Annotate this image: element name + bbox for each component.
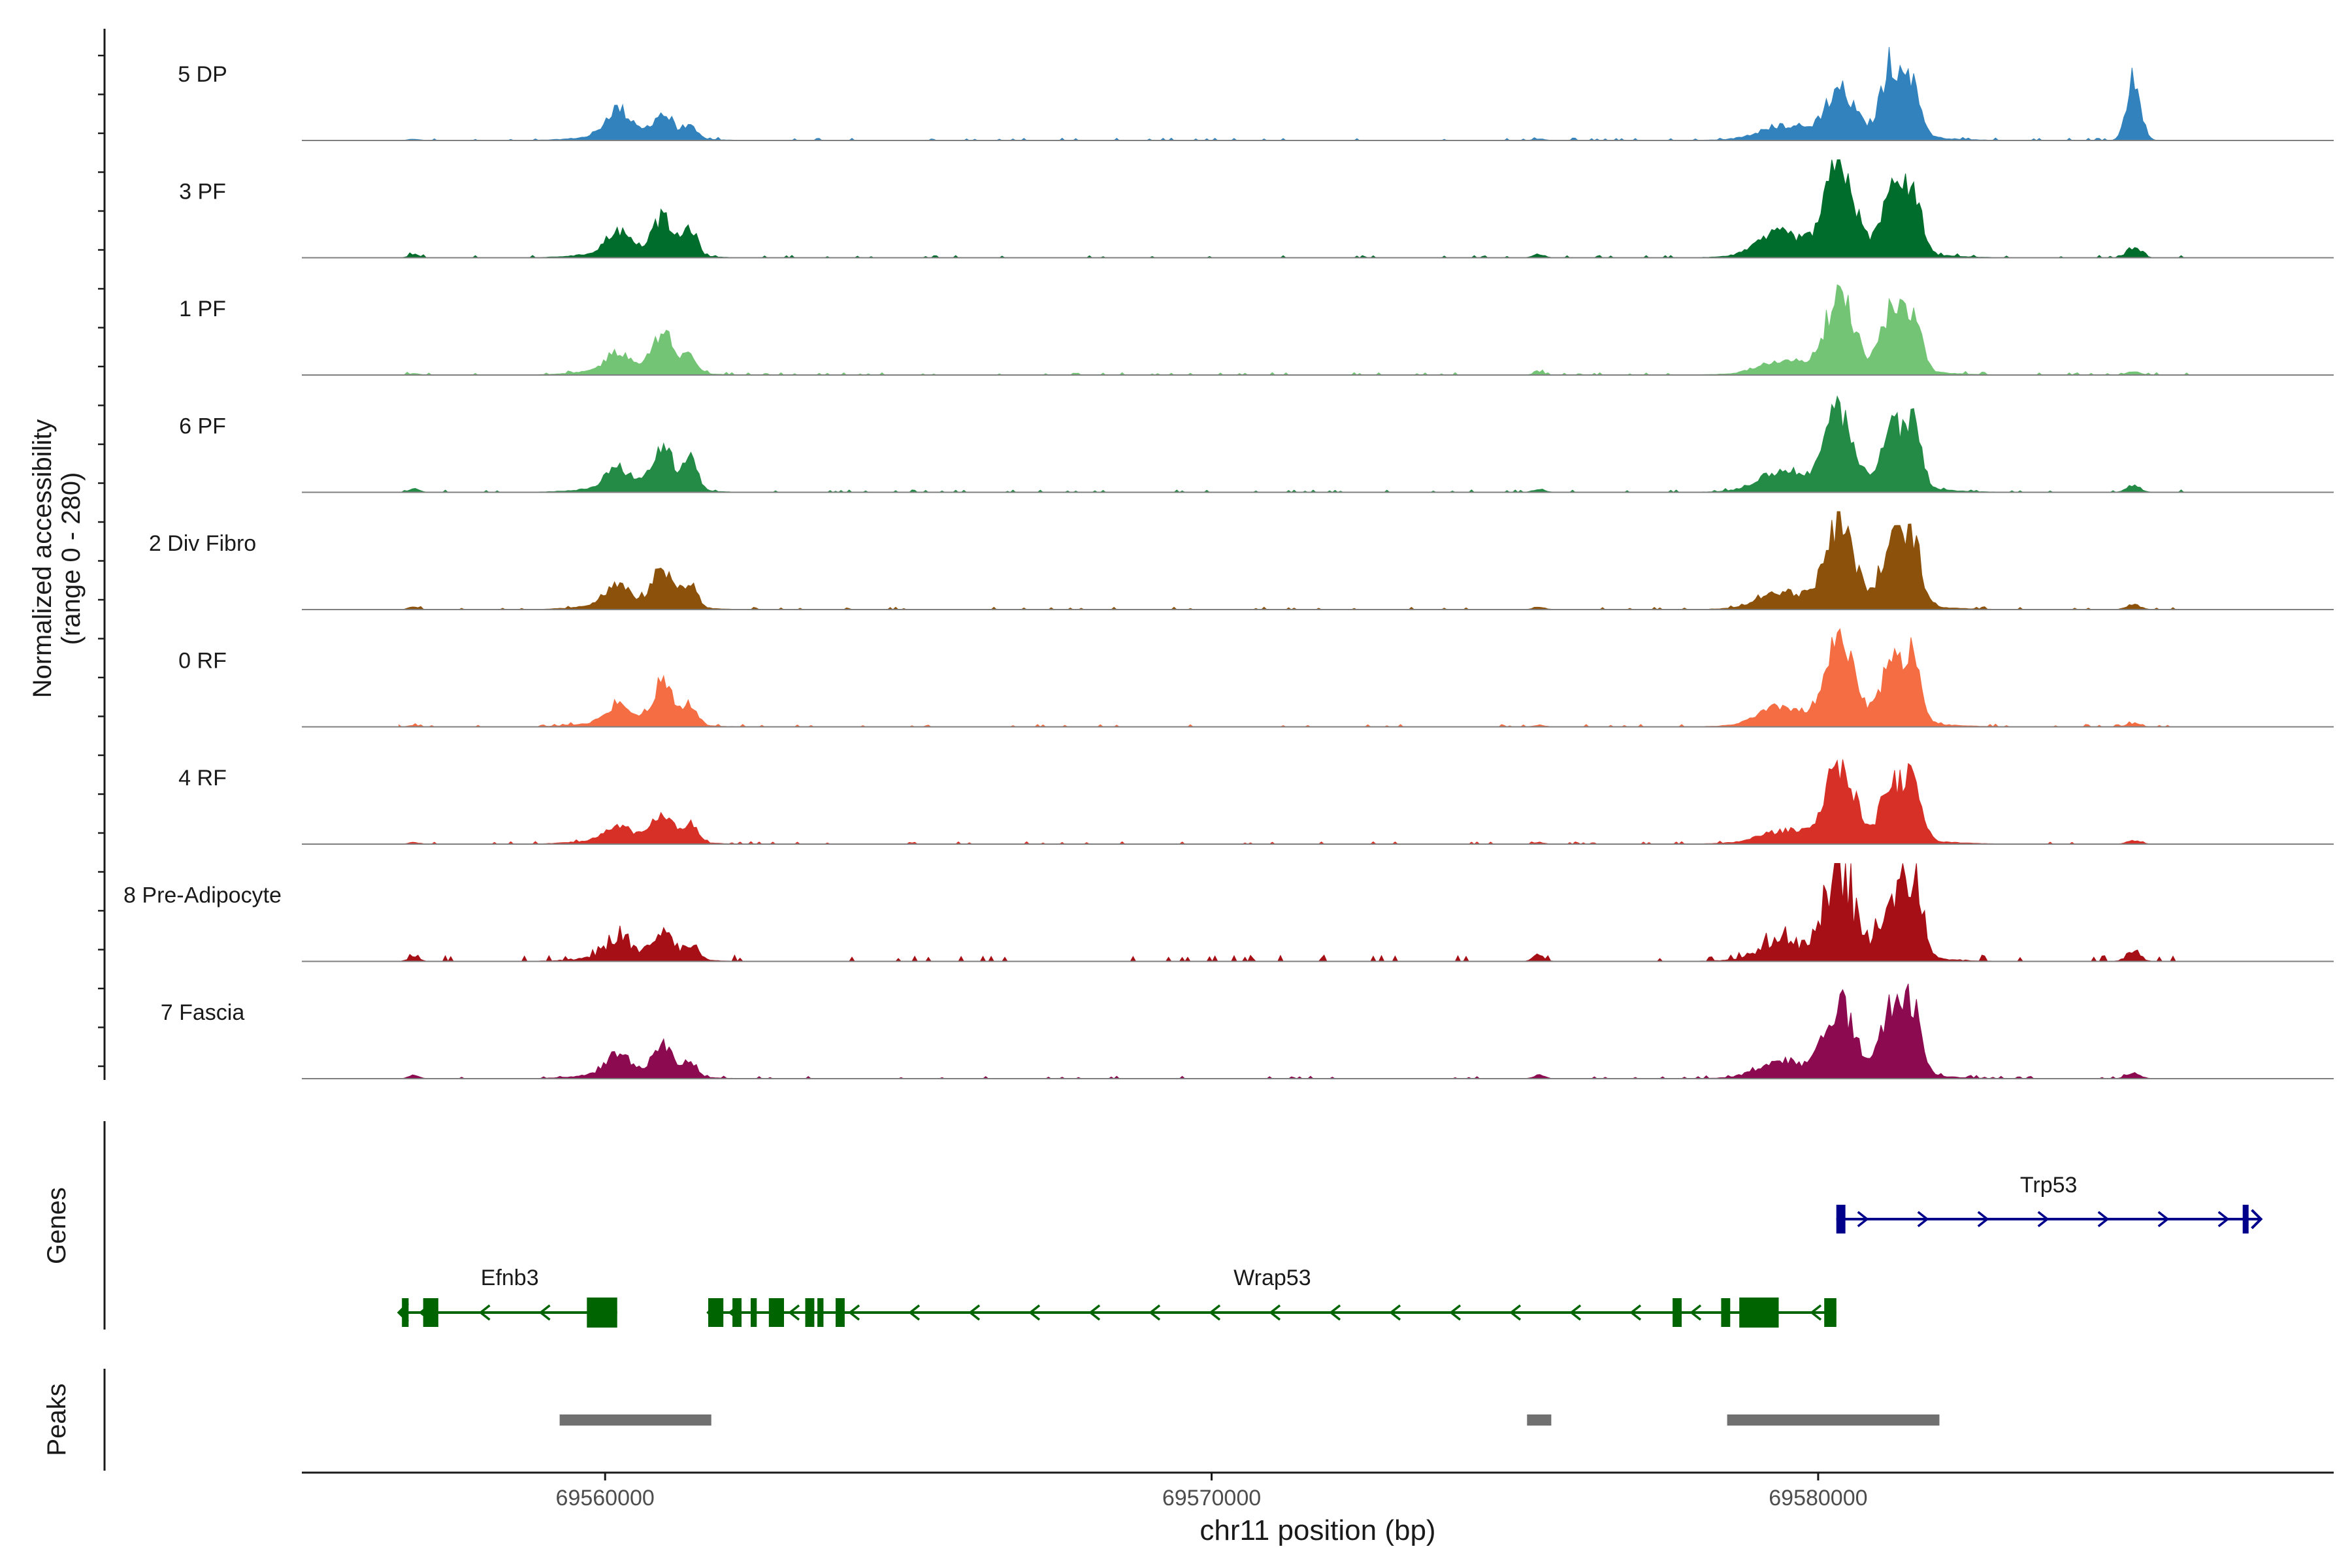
coverage-track: 0 RF (178, 628, 2334, 728)
coverage-y-ticks (98, 54, 105, 1068)
peak-region-bar (559, 1414, 711, 1426)
gene-exon (732, 1298, 742, 1327)
peaks-panel-label: Peaks (42, 1383, 71, 1456)
coverage-panel: 5 DP 3 PF 1 PF 6 PF 2 Div Fibro 0 RF 4 RF 8 Pre… (28, 29, 2334, 1080)
gene-exon (817, 1298, 824, 1327)
coverage-track: 8 Pre-Adipocyte (123, 863, 2334, 962)
gene-exon (768, 1298, 784, 1327)
strand-arrow (2217, 1211, 2230, 1228)
gene-label: Efnb3 (481, 1266, 539, 1290)
gene-label: Trp53 (2020, 1173, 2078, 1198)
coverage-track: 3 PF (179, 159, 2334, 259)
track-label: 1 PF (179, 297, 226, 321)
gene-exon (1824, 1298, 1837, 1327)
track-label: 5 DP (178, 62, 227, 87)
coverage-tracks: 5 DP 3 PF 1 PF 6 PF 2 Div Fibro 0 RF 4 RF 8 Pre… (123, 46, 2334, 1079)
strand-arrow (1977, 1211, 1989, 1228)
coverage-y-axis-title: Normalized accessibility (28, 419, 57, 698)
gene-label: Wrap53 (1233, 1266, 1311, 1290)
strand-arrow (968, 1304, 981, 1321)
strand-arrow (1857, 1211, 1869, 1228)
strand-arrow (1329, 1304, 1341, 1321)
coverage-y-axis-range: (range 0 - 280) (57, 472, 86, 645)
gene-exon (805, 1298, 815, 1327)
strand-arrow (2251, 1209, 2263, 1230)
x-tick-label: 69580000 (1769, 1486, 1867, 1511)
strand-arrow (2097, 1211, 2110, 1228)
x-tick-label: 69560000 (556, 1486, 655, 1511)
x-tick-label: 69570000 (1162, 1486, 1261, 1511)
strand-arrow (788, 1304, 800, 1321)
gene-model: Efnb3 (397, 1266, 617, 1328)
peak-region-bar (1727, 1414, 1940, 1426)
strand-arrow (1810, 1304, 1822, 1321)
strand-arrow (848, 1304, 860, 1321)
genes-panel: Genes Trp53 Efnb3 Wrap53 (42, 1121, 2263, 1330)
genes-panel-label: Genes (42, 1187, 71, 1264)
strand-arrow (478, 1304, 491, 1321)
coverage-track: 6 PF (179, 395, 2334, 493)
x-axis-ticks: 69560000 69570000 69580000 (556, 1473, 1868, 1511)
gene-model: Wrap53 (706, 1266, 1837, 1328)
gene-exon (587, 1298, 617, 1328)
gene-exon (402, 1298, 409, 1327)
strand-arrow (1149, 1304, 1161, 1321)
strand-arrow (1209, 1304, 1221, 1321)
coverage-track: 1 PF (179, 284, 2334, 376)
track-label: 3 PF (179, 180, 226, 204)
gene-exon (1721, 1298, 1731, 1327)
coverage-area (399, 983, 2200, 1079)
track-label: 6 PF (179, 414, 226, 439)
strand-arrow (1088, 1304, 1101, 1321)
track-label: 4 RF (178, 766, 227, 791)
peak-region-bar (1527, 1414, 1552, 1426)
peak-regions (559, 1414, 1940, 1426)
gene-models: Trp53 Efnb3 Wrap53 (397, 1173, 2263, 1328)
strand-arrow (1509, 1304, 1522, 1321)
gene-exon (2242, 1205, 2249, 1233)
strand-arrow (2037, 1211, 2050, 1228)
strand-arrow (2157, 1211, 2170, 1228)
track-label: 0 RF (178, 649, 227, 674)
gene-exon (1836, 1205, 1846, 1233)
x-axis: 69560000 69570000 69580000 chr11 position … (302, 1471, 2334, 1546)
coverage-track: 4 RF (178, 759, 2334, 845)
strand-arrow (908, 1304, 921, 1321)
strand-arrow (538, 1304, 551, 1321)
gene-exon (751, 1298, 757, 1327)
gene-exon (836, 1298, 845, 1327)
peaks-panel: Peaks (42, 1369, 1940, 1471)
strand-arrow (1629, 1304, 1642, 1321)
gene-exon (1673, 1298, 1682, 1327)
strand-arrow (1028, 1304, 1041, 1321)
coverage-track: 2 Div Fibro (149, 511, 2334, 610)
gene-exon (708, 1298, 724, 1327)
strand-arrow (1269, 1304, 1281, 1321)
x-axis-title: chr11 position (bp) (1200, 1514, 1435, 1546)
coverage-track: 7 Fascia (161, 983, 2334, 1079)
strand-arrow (1389, 1304, 1401, 1321)
strand-arrow (1569, 1304, 1582, 1321)
strand-arrow (1690, 1304, 1702, 1321)
coverage-track: 5 DP (178, 46, 2334, 141)
strand-arrow (1917, 1211, 1929, 1228)
track-label: 7 Fascia (161, 1000, 245, 1025)
track-label: 2 Div Fibro (149, 531, 256, 556)
strand-arrow (1449, 1304, 1462, 1321)
gene-exon (423, 1298, 438, 1327)
gene-exon (1739, 1298, 1779, 1328)
track-label: 8 Pre-Adipocyte (123, 883, 282, 908)
gene-model: Trp53 (1836, 1173, 2263, 1233)
